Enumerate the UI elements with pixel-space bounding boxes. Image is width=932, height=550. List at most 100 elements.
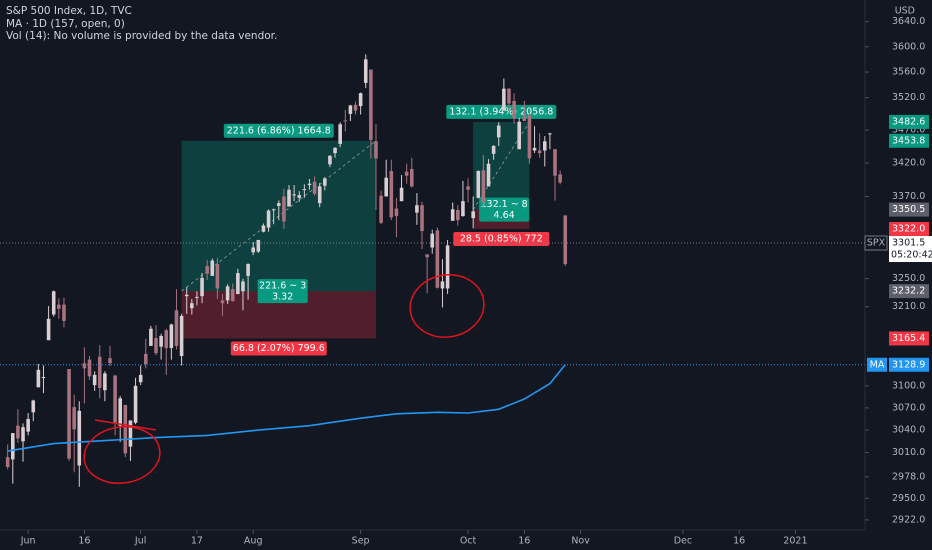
candle-body [149, 328, 153, 346]
price-label: 3482.6 [892, 116, 925, 127]
price-label: 3453.8 [892, 135, 925, 146]
candle-body [450, 209, 455, 221]
candle-body [435, 230, 440, 288]
candle-body [445, 245, 450, 289]
candle-body [215, 264, 220, 289]
candle-body [51, 291, 56, 315]
ratio-label: 3.32 [272, 292, 293, 303]
candle-body [103, 373, 107, 391]
candle-body [10, 433, 15, 460]
target-label-box [223, 123, 334, 138]
candle-body [26, 418, 30, 432]
candle-body [82, 363, 87, 369]
price-label-box [889, 284, 929, 299]
y-tick-label: 3640.0 [892, 16, 925, 27]
candle-body [471, 211, 475, 219]
y-tick-label: 3070.0 [892, 402, 925, 413]
price-label-box [889, 114, 929, 129]
y-tick-label: 3250.0 [892, 273, 925, 284]
candle-body [553, 149, 557, 176]
price-label-box [889, 202, 929, 217]
candle-body [297, 195, 302, 198]
candle-body [195, 296, 199, 298]
candle-body [184, 294, 189, 297]
y-tick-label: 2950.0 [892, 493, 925, 504]
target-label: 132.1 (3.94%) 2056.8 [449, 106, 553, 117]
candle-body [251, 247, 255, 253]
candle-body [323, 178, 327, 186]
candle-body [440, 281, 445, 289]
candle-body [496, 125, 501, 138]
candle-body [430, 233, 435, 248]
drawn-line [94, 419, 157, 431]
price-label: 3322.0 [892, 223, 925, 234]
ratio-label: 4.64 [494, 210, 515, 221]
candle-body [476, 171, 481, 198]
candle-body [389, 171, 394, 218]
ma-price-label: 3128.9 [892, 359, 925, 370]
last-price-box [889, 236, 932, 263]
x-tick-label: 16 [78, 536, 90, 547]
stop-label-box [453, 231, 550, 246]
candle-body [67, 369, 71, 459]
currency: USD [895, 6, 915, 17]
candle-body [128, 420, 133, 447]
candle-body [461, 201, 465, 217]
drawn-circle [409, 274, 485, 338]
candle-body [302, 189, 307, 191]
candle-body [353, 104, 358, 111]
y-tick-label: 3420.0 [892, 158, 925, 169]
candle-body [169, 324, 174, 349]
x-tick-label: Aug [244, 536, 263, 547]
candle-body [46, 318, 51, 341]
candle-body [287, 189, 291, 207]
candle-body [384, 177, 388, 197]
candle-body [108, 358, 112, 364]
x-tick-label: Jul [134, 536, 146, 547]
candle-body [21, 427, 25, 442]
price-label: 3350.5 [892, 204, 925, 215]
candle-body [72, 407, 76, 430]
candle-body [312, 181, 317, 194]
candle-body [87, 359, 92, 377]
candle-body [363, 59, 368, 83]
indicator-legend: Vol (14): No volume is provided by the d… [6, 30, 277, 42]
candle-body [425, 254, 429, 258]
y-tick-label: 3040.0 [892, 425, 925, 436]
x-tick-label: 2021 [783, 536, 807, 547]
y-tick-label: 3470.0 [892, 125, 925, 136]
x-tick-label: 16 [733, 536, 745, 547]
candle-body [36, 369, 41, 388]
candle-body [512, 100, 516, 119]
ma-price-box [889, 357, 929, 372]
candle-body [246, 264, 250, 276]
candle-body [123, 404, 128, 454]
candle-body [236, 273, 240, 295]
candle-body [97, 356, 102, 389]
candle-body [200, 277, 204, 297]
candle-body [241, 281, 245, 292]
indicator-legend: MA · 1D (157, open, 0) [6, 18, 125, 30]
candle-body [399, 187, 404, 202]
axis-layer: 3640.0 3600.0 3560.0 3520.0 3470.0 3420.0 3370… [20, 16, 932, 547]
candle-body [537, 150, 542, 154]
candle-body [328, 155, 332, 165]
candle-body [113, 375, 117, 423]
candle-body [57, 304, 61, 309]
candle-body [420, 205, 424, 232]
candle-body [179, 315, 184, 357]
x-tick-label: 16 [518, 536, 530, 547]
candle-body [271, 209, 276, 211]
candle-body [481, 170, 486, 203]
y-tick-label: 3210.0 [892, 301, 925, 312]
y-tick-label: 3600.0 [892, 41, 925, 52]
y-tick-label: 3370.0 [892, 191, 925, 202]
price-label: 3165.4 [892, 333, 925, 344]
x-tick-label: Oct [460, 536, 477, 547]
stop-label: 28.5 (0.85%) 772 [460, 233, 543, 244]
candle-body [404, 171, 409, 176]
candle-body [466, 186, 470, 190]
candle-body [164, 330, 169, 349]
